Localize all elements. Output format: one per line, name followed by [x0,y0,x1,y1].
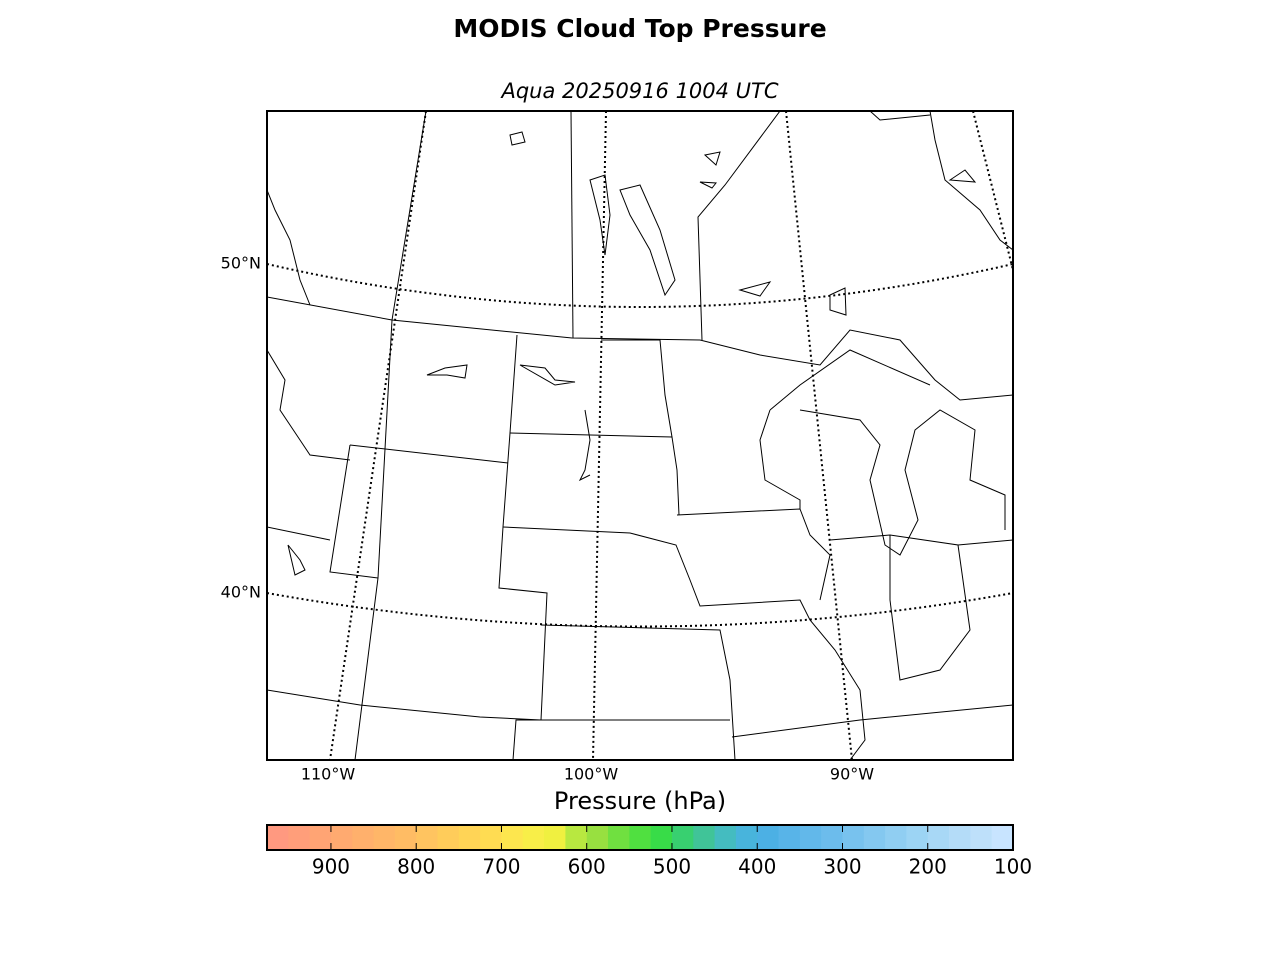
colorbar-segment [394,825,417,850]
colorbar-segment [714,825,737,850]
colorbar-segment [863,825,886,850]
colorbar-segment [885,825,907,850]
colorbar-frame [266,824,1014,851]
map [267,111,1013,760]
colorbar-segment [416,825,439,850]
colorbar-segment [522,825,545,850]
lon-label: 90°W [830,765,874,784]
lat-label: 40°N [221,583,261,602]
colorbar: 900 800 700 600 500 400 300 200 100 [266,824,1032,879]
colorbar-segment [608,825,630,850]
colorbar-segment [842,825,865,850]
colorbar-segment [586,825,609,850]
colorbar-segment [565,825,588,850]
colorbar-tick-label: 100 [994,855,1032,879]
colorbar-segment [821,825,843,850]
colorbar-segment [437,825,460,850]
colorbar-segment [970,825,993,850]
colorbar-segment [288,825,311,850]
colorbar-segment [480,825,502,850]
subtitle: Aqua 20250916 1004 UTC [499,79,778,103]
colorbar-tick-label: 400 [738,855,776,879]
lon-label: 100°W [564,765,619,784]
colorbar-tick-label: 300 [823,855,861,879]
colorbar-segment [352,825,375,850]
colorbar-tick-label: 600 [568,855,606,879]
borders [267,111,1013,760]
colorbar-segment [650,825,673,850]
colorbar-segment [991,825,1014,850]
colorbar-segment [544,825,566,850]
colorbar-tick-label: 500 [653,855,691,879]
title: MODIS Cloud Top Pressure [453,14,826,43]
colorbar-segment [373,825,396,850]
colorbar-segment [906,825,929,850]
colorbar-segment [927,825,950,850]
colorbar-segment [629,825,652,850]
colorbar-segment [757,825,780,850]
colorbar-tick-label: 900 [312,855,350,879]
colorbar-segment [949,825,971,850]
colorbar-tick-label: 800 [397,855,435,879]
colorbar-tick-label: 200 [909,855,947,879]
lat-label: 50°N [221,254,261,273]
colorbar-segment [330,825,353,850]
colorbar-segment [799,825,822,850]
colorbar-segment [458,825,481,850]
map-frame [266,110,1014,761]
colorbar-label: Pressure (hPa) [554,787,726,815]
colorbar-tick-label: 700 [482,855,520,879]
colorbar-segment [501,825,524,850]
colorbar-segment [778,825,801,850]
colorbar-segment [693,825,716,850]
colorbar-segment [671,825,694,850]
colorbar-segment [267,825,289,850]
colorbar-segment [735,825,758,850]
colorbar-segment [309,825,332,850]
lon-label: 110°W [301,765,356,784]
graticule [267,111,1013,760]
